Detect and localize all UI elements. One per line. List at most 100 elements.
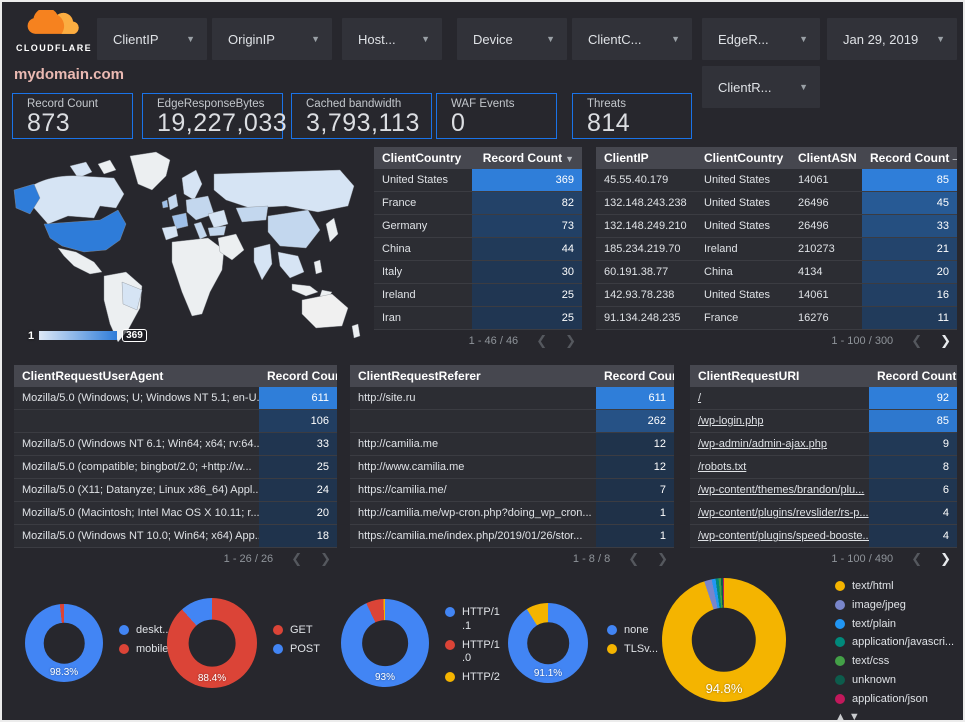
table-row[interactable]: /wp-content/plugins/revslider/rs-p... 4 — [690, 502, 957, 525]
donut-chart-content_type[interactable]: 94.8% — [662, 578, 786, 702]
prev-page-icon[interactable]: ❮ — [536, 333, 548, 348]
table-row[interactable]: / 92 — [690, 387, 957, 410]
prev-page-icon[interactable]: ❮ — [291, 551, 303, 566]
prev-page-icon[interactable]: ❮ — [911, 551, 923, 566]
table-row[interactable]: 60.191.38.77 China 4134 20 — [596, 261, 957, 284]
column-header-record-count[interactable]: Record Count▼ — [596, 369, 674, 383]
legend-item[interactable]: deskt... — [119, 624, 191, 638]
column-header-clientcountry[interactable]: ClientCountry — [696, 151, 790, 165]
table-row[interactable]: Mozilla/5.0 (Macintosh; Intel Mac OS X 1… — [14, 502, 337, 525]
table-row[interactable]: 142.93.78.238 United States 14061 16 — [596, 284, 957, 307]
table-row[interactable]: https://camilia.me/index.php/2019/01/26/… — [350, 525, 674, 548]
donut-chart-tls_version[interactable]: 91.1% — [508, 603, 588, 683]
table-row[interactable]: Mozilla/5.0 (Windows NT 6.1; Win64; x64;… — [14, 433, 337, 456]
table-row[interactable]: http://www.camilia.me 12 — [350, 456, 674, 479]
table-row[interactable]: 262 — [350, 410, 674, 433]
dimension-cell[interactable]: /wp-content/themes/brandon/plu... — [698, 484, 865, 496]
table-row[interactable]: 45.55.40.179 United States 14061 85 — [596, 169, 957, 192]
table-row[interactable]: /wp-content/themes/brandon/plu... 6 — [690, 479, 957, 502]
filter-chip-clientr[interactable]: ClientR... ▼ — [702, 66, 820, 108]
legend-item[interactable]: HTTP/1.0 — [445, 639, 501, 667]
column-header-record-count[interactable]: Record Count▼ — [472, 151, 582, 165]
legend-item[interactable]: HTTP/1.1 — [445, 606, 501, 634]
legend-item[interactable]: text/css — [835, 655, 961, 669]
next-page-icon[interactable]: ❯ — [657, 551, 668, 566]
table-row[interactable]: China 44 — [374, 238, 582, 261]
dimension-cell[interactable]: /wp-content/plugins/revslider/rs-p... — [698, 507, 869, 519]
legend-item[interactable]: unknown — [835, 674, 961, 688]
next-page-icon[interactable]: ❯ — [565, 333, 576, 348]
table-row[interactable]: Italy 30 — [374, 261, 582, 284]
table-row[interactable]: Mozilla/5.0 (Windows NT 10.0; Win64; x64… — [14, 525, 337, 548]
next-page-icon[interactable]: ❯ — [940, 333, 951, 348]
column-header-record-count[interactable]: Record Count– — [862, 151, 957, 165]
legend-item[interactable]: application/javascri... — [835, 636, 961, 650]
legend-item[interactable]: mobile — [119, 643, 191, 657]
table-row[interactable]: 132.148.249.210 United States 26496 33 — [596, 215, 957, 238]
table-row[interactable]: http://site.ru 611 — [350, 387, 674, 410]
table-row[interactable]: /wp-admin/admin-ajax.php 9 — [690, 433, 957, 456]
table-row[interactable]: 132.148.243.238 United States 26496 45 — [596, 192, 957, 215]
dimension-cell: United States — [382, 174, 449, 186]
world-geo-map[interactable]: 1 369 — [10, 150, 367, 350]
legend-item[interactable]: image/jpeg — [835, 599, 961, 613]
donut-chart-device_type[interactable]: 98.3% — [25, 604, 103, 682]
column-header-clientcountry[interactable]: ClientCountry — [374, 151, 472, 165]
scorecard-label: EdgeResponseBytes — [157, 98, 265, 110]
legend-item[interactable]: GET — [273, 624, 333, 638]
filter-chip-host[interactable]: Host... ▼ — [342, 18, 442, 60]
table-row[interactable]: Mozilla/5.0 (X11; Datanyze; Linux x86_64… — [14, 479, 337, 502]
prev-page-icon[interactable]: ❮ — [628, 551, 640, 566]
table-row[interactable]: United States 369 — [374, 169, 582, 192]
table-row[interactable]: Ireland 25 — [374, 284, 582, 307]
dimension-cell[interactable]: /wp-content/plugins/speed-booste... — [698, 530, 869, 542]
filter-chip-edger[interactable]: EdgeR... ▼ — [702, 18, 820, 60]
filter-chip-device[interactable]: Device ▼ — [457, 18, 567, 60]
dimension-cell[interactable]: / — [698, 392, 702, 404]
next-page-icon[interactable]: ❯ — [320, 551, 331, 566]
legend-item[interactable]: application/json — [835, 693, 961, 707]
donut-chart-http_version[interactable]: 93% — [341, 599, 429, 687]
table-row[interactable]: http://camilia.me/wp-cron.php?doing_wp_c… — [350, 502, 674, 525]
legend-scroll-up-icon[interactable]: ▲ — [835, 711, 849, 722]
dimension-cell: 45.55.40.179 — [604, 174, 669, 186]
legend-item[interactable]: TLSv... — [607, 643, 679, 657]
legend-item[interactable]: POST — [273, 643, 333, 657]
column-header-clientrequestuseragent[interactable]: ClientRequestUserAgent — [14, 369, 259, 383]
table-row[interactable]: /wp-content/plugins/speed-booste... 4 — [690, 525, 957, 548]
table-row[interactable]: https://camilia.me/7 — [350, 479, 674, 502]
table-row[interactable]: 106 — [14, 410, 337, 433]
table-row[interactable]: /robots.txt 8 — [690, 456, 957, 479]
donut-chart-request_method[interactable]: 88.4% — [167, 598, 257, 688]
prev-page-icon[interactable]: ❮ — [911, 333, 923, 348]
filter-chip-originip[interactable]: OriginIP ▼ — [212, 18, 332, 60]
dimension-cell[interactable]: /wp-login.php — [698, 415, 764, 427]
table-row[interactable]: http://camilia.me 12 — [350, 433, 674, 456]
filter-chip-clientip[interactable]: ClientIP ▼ — [97, 18, 207, 60]
date-range-filter[interactable]: Jan 29, 2019 ▼ — [827, 18, 957, 60]
table-row[interactable]: France 82 — [374, 192, 582, 215]
column-header-clientrequestreferer[interactable]: ClientRequestReferer — [350, 369, 596, 383]
table-row[interactable]: Germany 73 — [374, 215, 582, 238]
table-row[interactable]: Mozilla/5.0 (compatible; bingbot/2.0; +h… — [14, 456, 337, 479]
column-header-clientrequesturi[interactable]: ClientRequestURI — [690, 369, 869, 383]
table-row[interactable]: 91.134.248.235 France 16276 11 — [596, 307, 957, 330]
legend-item[interactable]: text/plain — [835, 618, 961, 632]
dimension-cell[interactable]: /wp-admin/admin-ajax.php — [698, 438, 828, 450]
legend-item[interactable]: text/html — [835, 580, 961, 594]
legend-item[interactable]: none — [607, 624, 679, 638]
dimension-cell[interactable]: /robots.txt — [698, 461, 747, 473]
table-row[interactable]: Mozilla/5.0 (Windows; U; Windows NT 5.1;… — [14, 387, 337, 410]
table-row[interactable]: /wp-login.php 85 — [690, 410, 957, 433]
column-header-record-count[interactable]: Record Count– — [869, 369, 957, 383]
legend-scroll-down-icon[interactable]: ▼ — [848, 711, 863, 722]
filter-chip-clientc[interactable]: ClientC... ▼ — [572, 18, 692, 60]
column-header-clientip[interactable]: ClientIP — [596, 151, 696, 165]
column-header-clientasn[interactable]: ClientASN — [790, 151, 862, 165]
legend-item[interactable]: HTTP/2 — [445, 671, 501, 685]
table-row[interactable]: Iran 25 — [374, 307, 582, 330]
column-header-record-count[interactable]: Record Count▼ — [259, 369, 337, 383]
record-count-cell: 369 — [472, 169, 582, 191]
table-row[interactable]: 185.234.219.70 Ireland 210273 21 — [596, 238, 957, 261]
next-page-icon[interactable]: ❯ — [940, 551, 951, 566]
